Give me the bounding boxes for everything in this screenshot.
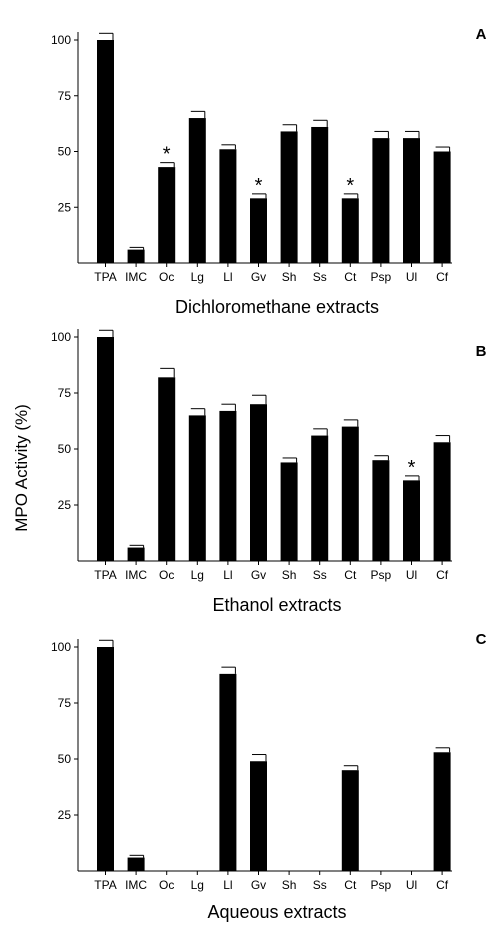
bar [219,410,237,561]
category-label: Oc [159,878,174,892]
x-axis-label: Aqueous extracts [207,902,346,922]
y-tick-label: 25 [58,808,72,822]
category-label: Ss [313,568,327,582]
bar [127,249,145,263]
y-tick-label: 50 [58,442,72,456]
chart-panels: 25 50 75 100 TPA IMC Oc * Lg Ll Gv * Sh Ss Ct * Psp Ul Cf D… [51,26,487,922]
x-axis-label: Dichloromethane extracts [175,297,379,317]
x-axis-label: Ethanol extracts [212,595,341,615]
y-tick-label: 50 [58,752,72,766]
bar [188,415,206,561]
category-label: Lg [191,568,204,582]
y-tick-label: 75 [58,386,72,400]
category-label: Ss [313,878,327,892]
category-label: Ul [406,568,417,582]
category-label: Ct [344,878,357,892]
category-label: TPA [94,270,116,284]
bar [250,198,267,263]
significance-marker: * [408,457,416,479]
significance-marker: * [255,175,263,197]
category-label: IMC [125,270,147,284]
panel-letter: B [476,343,487,360]
category-label: Psp [371,568,392,582]
category-label: Sh [282,568,297,582]
bar [127,547,145,561]
category-label: TPA [94,878,116,892]
category-label: Gv [251,270,266,284]
bar [280,462,298,561]
category-label: Ss [313,270,327,284]
bar [403,138,420,263]
category-label: Cf [436,568,449,582]
bar [219,673,237,871]
panel-letter: C [476,631,487,648]
category-label: IMC [125,568,147,582]
bar [311,435,329,561]
category-label: Sh [282,270,297,284]
y-tick-label: 25 [58,200,72,214]
y-tick-label: 25 [58,498,72,512]
bar [158,377,176,561]
bar [127,857,145,871]
bar [341,426,359,561]
category-label: Psp [371,270,392,284]
bar [250,761,267,871]
bar [158,167,176,263]
category-label: Psp [371,878,392,892]
category-label: Gv [251,878,266,892]
bar [372,138,390,263]
y-axis-label: MPO Activity (%) [12,404,31,532]
category-label: Ll [223,568,232,582]
significance-marker: * [163,144,171,166]
bar [341,770,359,871]
category-label: Sh [282,878,297,892]
panel-letter: A [476,26,487,43]
bar [250,404,267,561]
bar [372,460,390,561]
bar [97,337,114,561]
category-label: Ct [344,270,357,284]
category-label: Ul [406,878,417,892]
bar [433,752,451,871]
bar [280,131,298,263]
category-label: Oc [159,568,174,582]
y-tick-label: 100 [51,330,71,344]
bar [97,40,114,263]
category-label: Cf [436,878,449,892]
category-label: Lg [191,878,204,892]
category-label: Ll [223,270,232,284]
category-label: Oc [159,270,174,284]
bar [403,480,420,561]
panel-c: 25 50 75 100 TPA IMC Oc Lg Ll Gv Sh Ss Ct Psp Ul Cf Aque… [51,631,487,922]
y-tick-label: 50 [58,145,72,159]
category-label: Ll [223,878,232,892]
bar [188,118,206,263]
category-label: Lg [191,270,204,284]
bar [341,198,359,263]
category-label: TPA [94,568,116,582]
category-label: Cf [436,270,449,284]
category-label: Ct [344,568,357,582]
bar [433,151,451,263]
y-tick-label: 75 [58,696,72,710]
bar [97,647,114,871]
category-label: IMC [125,878,147,892]
y-tick-label: 100 [51,33,71,47]
y-tick-label: 100 [51,640,71,654]
bar [219,149,237,263]
panel-a: 25 50 75 100 TPA IMC Oc * Lg Ll Gv * Sh Ss Ct * Psp Ul Cf D… [51,26,487,317]
significance-marker: * [346,175,354,197]
category-label: Ul [406,270,417,284]
bar [433,442,451,561]
panel-b: 25 50 75 100 TPA IMC Oc Lg Ll Gv Sh Ss Ct Psp Ul * Cf Eth… [51,329,487,615]
y-tick-label: 75 [58,89,72,103]
category-label: Gv [251,568,266,582]
bar [311,126,329,263]
